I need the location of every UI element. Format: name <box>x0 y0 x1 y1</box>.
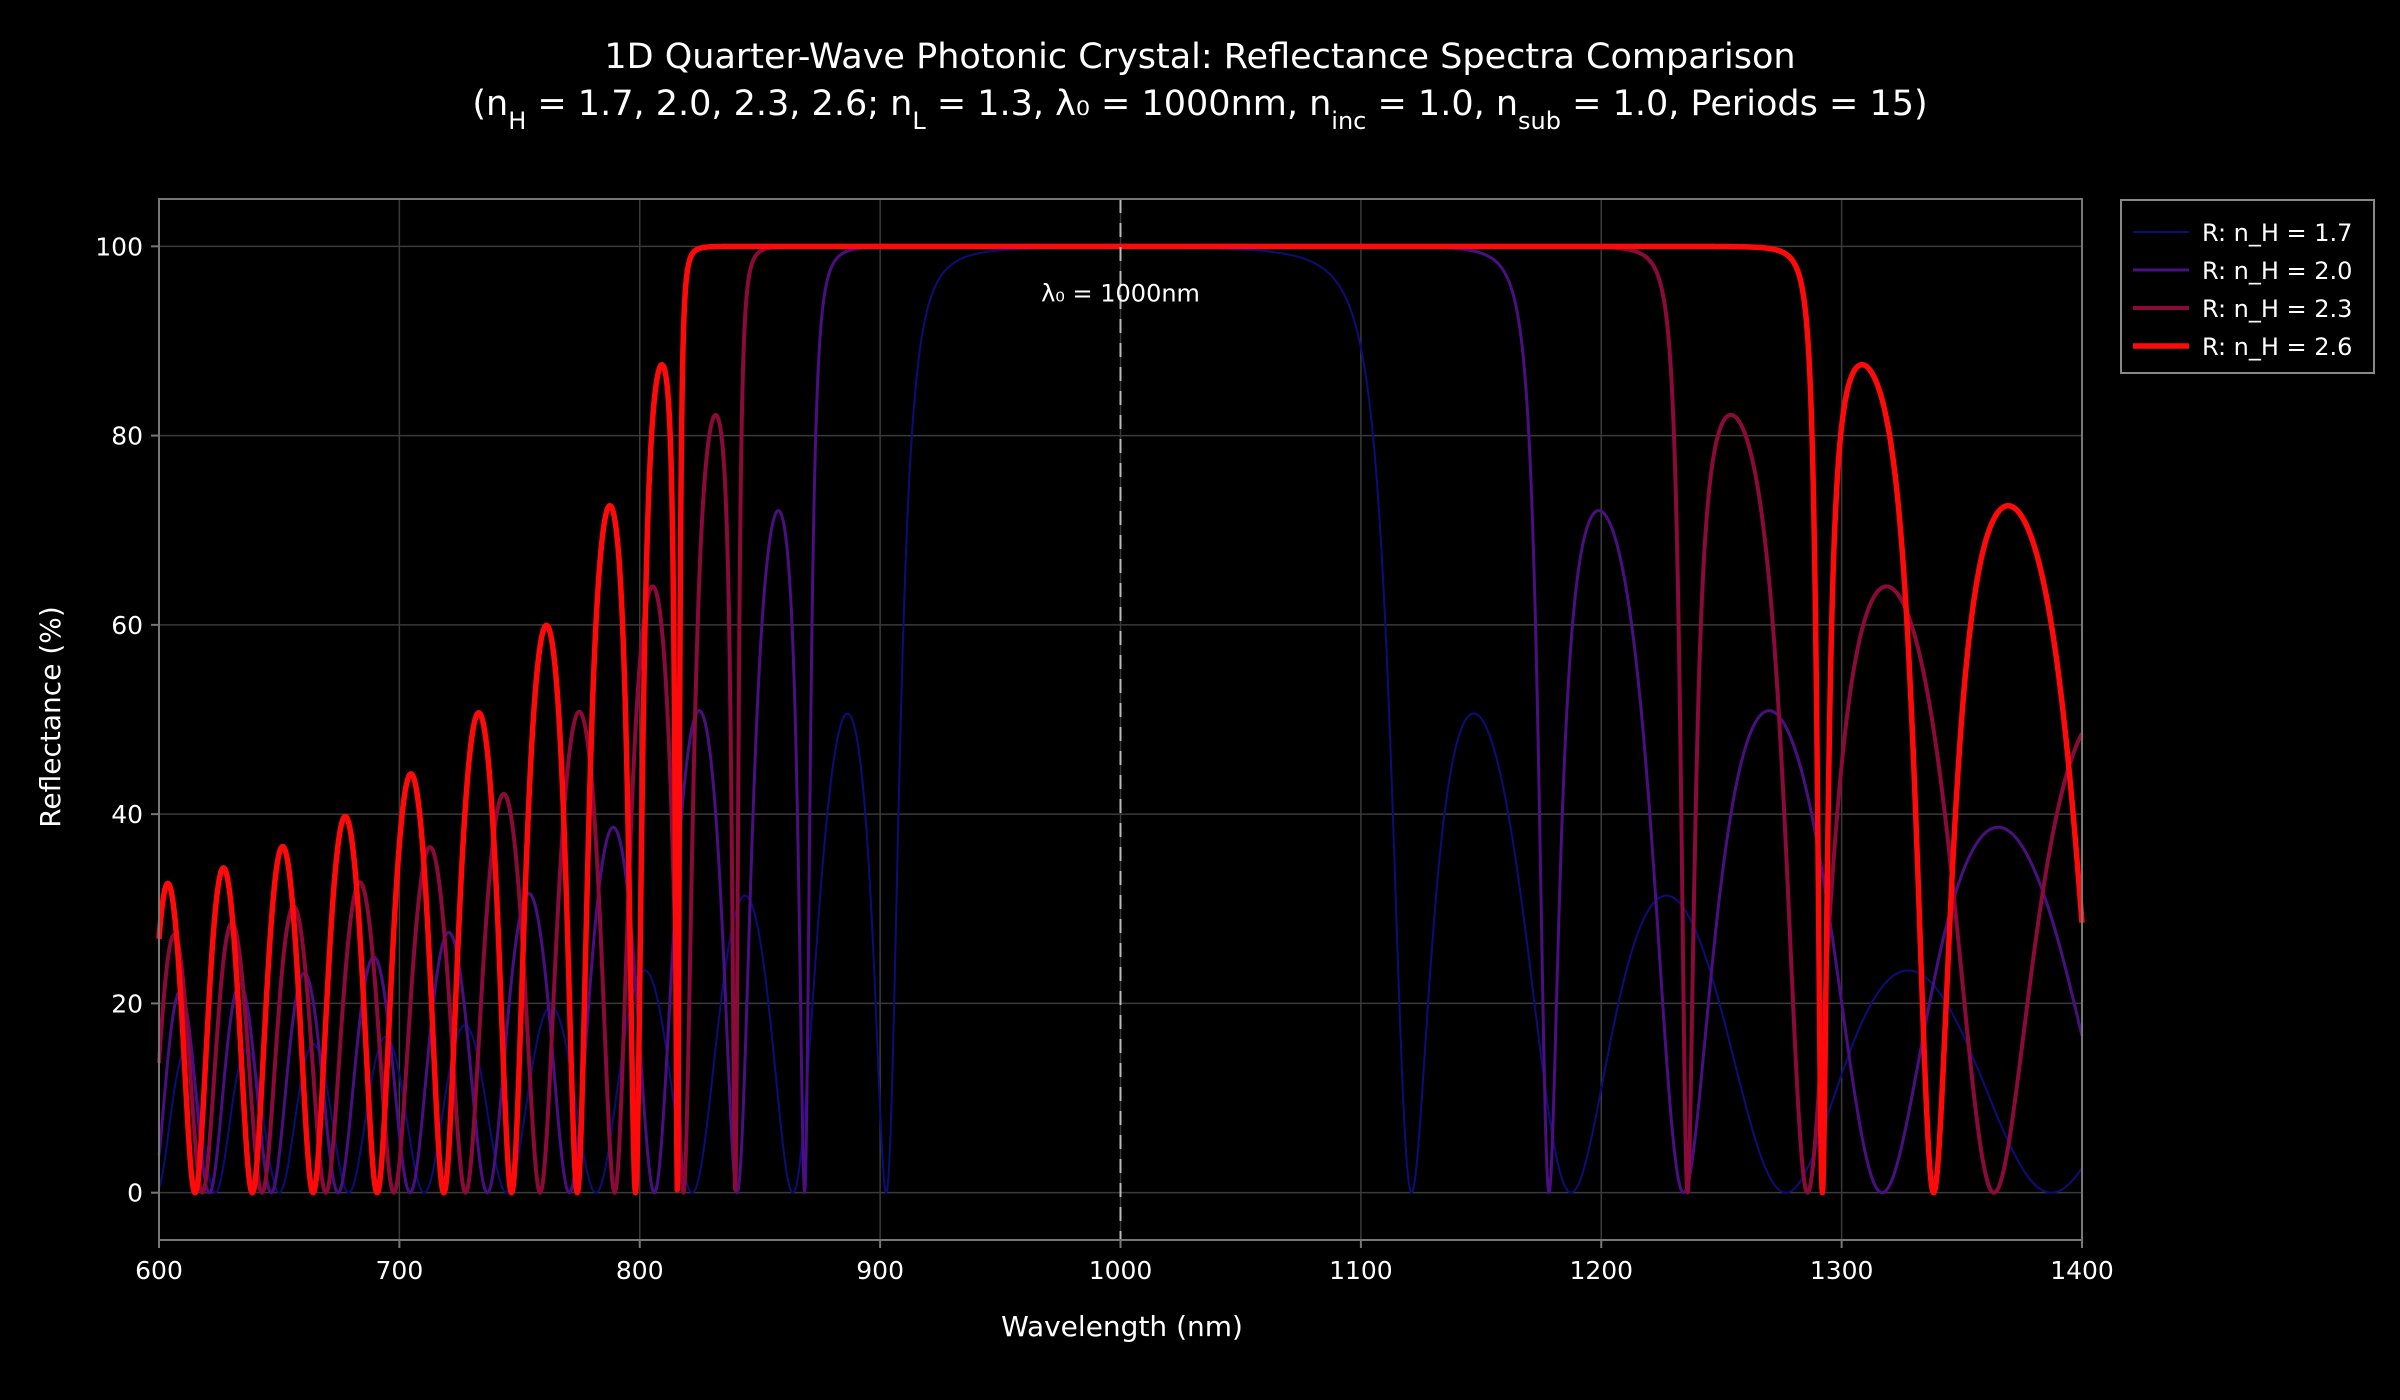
reference-group: λ₀ = 1000nm <box>1041 199 1200 1240</box>
y-tick-label: 0 <box>127 1179 143 1208</box>
x-tick-label: 1400 <box>2050 1256 2114 1285</box>
axis-ticks: 600 700 800 900 1000 1100 1200 1300 1400 0 20 40 60 8… <box>95 232 2114 1285</box>
chart-title: 1D Quarter-Wave Photonic Crystal: Reflec… <box>604 37 1795 77</box>
legend: R: n_H = 1.7 R: n_H = 2.0 R: n_H = 2.3 R: n… <box>2120 199 2375 374</box>
legend-label: R: n_H = 1.7 <box>2202 219 2352 247</box>
y-tick-label: 60 <box>111 611 143 640</box>
series-line <box>156 243 2085 1196</box>
x-tick-label: 700 <box>376 1256 424 1285</box>
legend-label: R: n_H = 2.0 <box>2202 257 2352 285</box>
lambda0-annotation: λ₀ = 1000nm <box>1041 280 1200 308</box>
x-axis-label: Wavelength (nm) <box>1001 1310 1243 1343</box>
chart-subtitle: (nH = 1.7, 2.0, 2.3, 2.6; nL = 1.3, λ₀ =… <box>472 84 1927 135</box>
y-tick-label: 80 <box>111 422 143 451</box>
y-tick-label: 40 <box>111 800 143 829</box>
y-axis-label: Reflectance (%) <box>34 606 67 828</box>
x-tick-label: 900 <box>856 1256 904 1285</box>
x-tick-label: 800 <box>616 1256 664 1285</box>
x-tick-label: 600 <box>135 1256 183 1285</box>
x-tick-label: 1300 <box>1810 1256 1874 1285</box>
x-tick-label: 1000 <box>1089 1256 1153 1285</box>
x-tick-label: 1100 <box>1329 1256 1393 1285</box>
x-tick-label: 1200 <box>1569 1256 1633 1285</box>
y-tick-label: 20 <box>111 989 143 1018</box>
legend-label: R: n_H = 2.3 <box>2202 295 2352 323</box>
y-tick-label: 100 <box>95 232 143 261</box>
legend-label: R: n_H = 2.6 <box>2202 333 2352 361</box>
